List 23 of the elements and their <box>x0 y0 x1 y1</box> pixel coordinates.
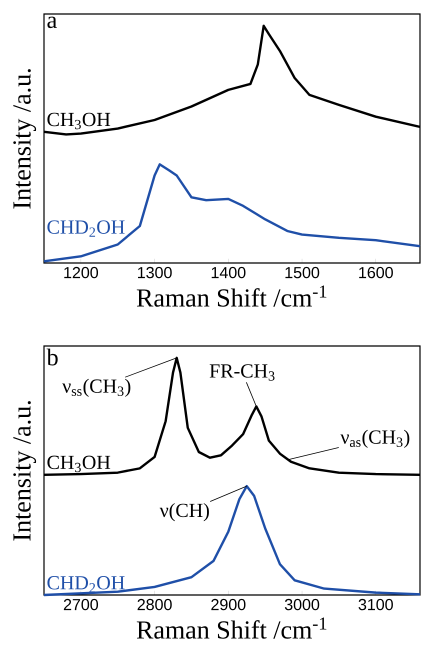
annotation: a <box>47 16 57 28</box>
series-label: CH$_{3}$OH <box>47 456 110 472</box>
series-label: CH$_{3}$OH <box>47 112 110 130</box>
x-tick-label: 1300 <box>138 266 172 278</box>
x-axis-title: Raman Shift /cm$^{-1}$ <box>136 617 326 639</box>
y-axis-title: Intensity /a.u. <box>13 69 36 209</box>
x-tick-label: 1200 <box>64 266 98 278</box>
x-axis-title: Raman Shift /cm$^{-1}$ <box>136 285 326 307</box>
annotation: ν(CH) <box>160 503 209 522</box>
x-tick-label: 2700 <box>64 598 98 610</box>
x-tick-label: 1600 <box>359 266 393 278</box>
x-tick-label: 1500 <box>285 266 320 278</box>
series-label: CHD$_{2}$OH <box>47 220 125 237</box>
x-tick-label: 3000 <box>284 598 320 610</box>
x-tick-label: 2800 <box>138 598 172 610</box>
annotation: ν$_{as}$(CH$_{3}$) <box>340 430 410 448</box>
x-tick-label: 1400 <box>212 266 246 278</box>
x-tick-label: 3100 <box>358 598 393 610</box>
annotation: FR-CH$_{3}$ <box>210 364 274 381</box>
annotation: ν$_{ss}$(CH$_{3}$) <box>62 378 130 397</box>
y-axis-title: Intensity /a.u. <box>13 401 36 541</box>
x-tick-label: 2900 <box>211 598 246 610</box>
annotation: b <box>46 348 58 366</box>
